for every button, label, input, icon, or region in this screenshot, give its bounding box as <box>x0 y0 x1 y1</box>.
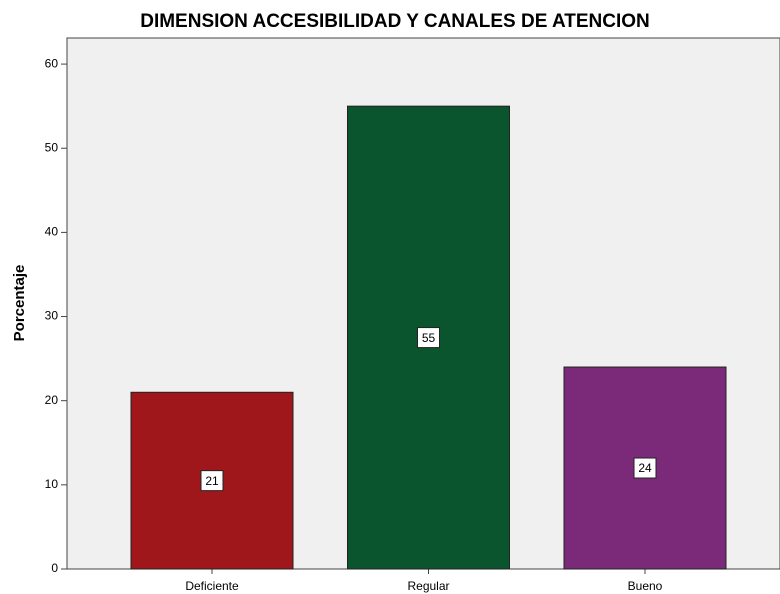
y-tick-label: 30 <box>45 309 59 323</box>
value-label-box <box>417 327 440 349</box>
y-tick-label: 40 <box>45 225 59 239</box>
y-tick-label: 0 <box>51 561 58 575</box>
y-tick-label: 10 <box>45 477 59 491</box>
value-label: 24 <box>638 461 652 475</box>
x-tick-label: Deficiente <box>185 579 239 593</box>
y-tick-label: 60 <box>45 56 59 70</box>
value-label-box <box>200 470 224 492</box>
x-tick-label: Regular <box>407 579 449 593</box>
chart-title: DIMENSION ACCESIBILIDAD Y CANALES DE ATE… <box>140 11 650 32</box>
x-tick-label: Bueno <box>628 579 663 593</box>
value-label: 55 <box>422 331 436 345</box>
y-tick-label: 20 <box>45 393 59 407</box>
y-tick-label: 50 <box>45 140 59 154</box>
y-axis-label: Porcentaje <box>11 265 28 342</box>
value-label-box <box>633 457 657 479</box>
value-label: 21 <box>205 474 219 488</box>
